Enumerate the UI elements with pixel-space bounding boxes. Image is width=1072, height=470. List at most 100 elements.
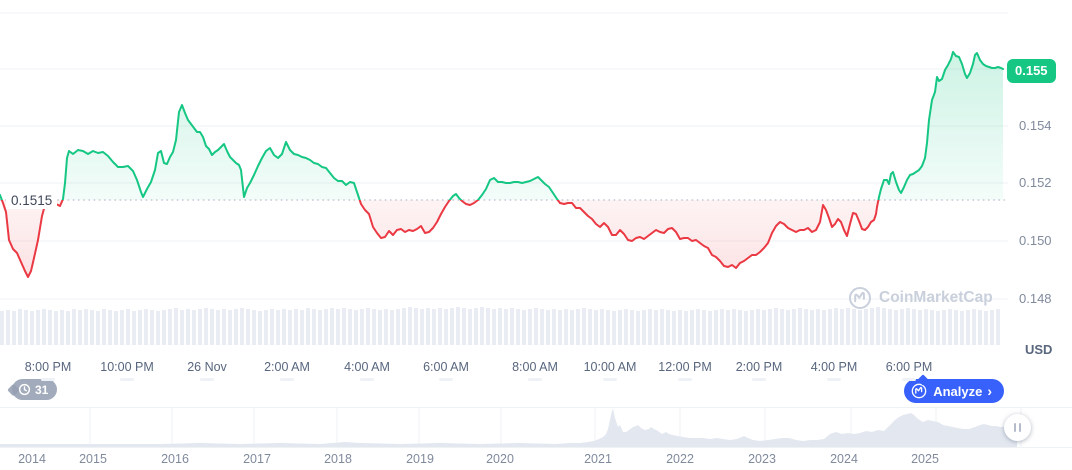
- y-axis-tick-0154: 0.154: [1019, 118, 1052, 133]
- volume-bar: [798, 308, 802, 345]
- x-axis-tick-dash: [528, 378, 542, 381]
- volume-bar: [516, 309, 520, 345]
- x-axis-tick-dash: [360, 378, 374, 381]
- x-axis-label-11: 6:00 PM: [885, 360, 933, 374]
- volume-bar: [408, 307, 412, 345]
- x-axis-tick-dash: [120, 378, 134, 381]
- timeline-brush[interactable]: [0, 407, 1072, 448]
- volume-bar: [66, 311, 70, 345]
- volume-bar: [312, 309, 316, 345]
- volume-bar: [126, 309, 130, 345]
- watermark-text: CoinMarketCap: [879, 289, 993, 306]
- volume-bar: [336, 309, 340, 345]
- volume-bar: [24, 310, 28, 345]
- volume-bar: [618, 310, 622, 345]
- volume-bar: [102, 309, 106, 345]
- volume-bar: [372, 309, 376, 345]
- volume-bar: [252, 310, 256, 345]
- volume-bar: [612, 311, 616, 345]
- volume-bar: [696, 309, 700, 345]
- timeline-year-6: 2020: [486, 452, 514, 466]
- volume-bar: [90, 310, 94, 345]
- volume-bar: [768, 309, 772, 345]
- price-line-green: [0, 51, 1004, 200]
- x-axis-label-0: 8:00 PM: [24, 360, 72, 374]
- volume-bar: [642, 310, 646, 345]
- volume-bar: [414, 308, 418, 345]
- volume-bar: [840, 309, 844, 345]
- volume-bar: [288, 310, 292, 345]
- volume-bar: [564, 309, 568, 345]
- volume-bar: [192, 310, 196, 345]
- volume-bar: [570, 310, 574, 345]
- volume-bar: [942, 310, 946, 345]
- volume-bar: [330, 308, 334, 345]
- volume-bar: [660, 309, 664, 345]
- volume-bar: [492, 309, 496, 345]
- x-axis-tick-dash: [439, 378, 453, 381]
- volume-bar: [156, 311, 160, 345]
- volume-bar: [72, 309, 76, 345]
- volume-bar: [876, 307, 880, 345]
- volume-bar: [384, 309, 388, 345]
- analyze-button[interactable]: Analyze ›: [904, 379, 1004, 403]
- timeline-range-handle[interactable]: [1004, 414, 1031, 441]
- volume-bar: [810, 310, 814, 345]
- volume-bar: [540, 309, 544, 345]
- volume-bar: [162, 310, 166, 345]
- volume-bar: [576, 309, 580, 345]
- volume-bar: [600, 309, 604, 345]
- volume-bar: [168, 309, 172, 345]
- timeline-year-8: 2022: [666, 452, 694, 466]
- volume-bar: [606, 310, 610, 345]
- volume-bar: [138, 310, 142, 345]
- volume-bar: [234, 309, 238, 345]
- volume-bar: [888, 309, 892, 345]
- volume-bar: [960, 311, 964, 345]
- price-chart-canvas[interactable]: [0, 0, 1072, 347]
- volume-bar: [990, 310, 994, 345]
- volume-bar: [18, 309, 22, 345]
- timeline-year-9: 2023: [748, 452, 776, 466]
- volume-bar: [762, 310, 766, 345]
- handle-grip-bar: [1019, 423, 1021, 432]
- volume-bar: [672, 311, 676, 345]
- history-count-badge[interactable]: 31: [12, 379, 58, 400]
- volume-bar: [738, 310, 742, 345]
- volume-bar: [186, 309, 190, 345]
- volume-bar: [714, 310, 718, 345]
- coinmarketcap-logo-icon: [849, 287, 871, 309]
- timeline-year-0: 2014: [18, 452, 46, 466]
- volume-bar: [954, 310, 958, 345]
- x-axis-label-10: 4:00 PM: [810, 360, 858, 374]
- volume-bar: [510, 308, 514, 345]
- volume-bar: [264, 310, 268, 345]
- volume-bar: [666, 310, 670, 345]
- baseline-price-label: 0.1515: [6, 192, 58, 209]
- volume-bar: [984, 311, 988, 345]
- volume-bar: [306, 308, 310, 345]
- volume-bar: [60, 310, 64, 345]
- volume-bar: [708, 311, 712, 345]
- volume-bar: [426, 308, 430, 345]
- volume-bar: [594, 310, 598, 345]
- timeline-year-2: 2016: [161, 452, 189, 466]
- timeline-history-area: [0, 408, 1017, 447]
- volume-bar: [948, 309, 952, 345]
- volume-bar: [924, 309, 928, 345]
- volume-bar: [240, 308, 244, 345]
- volume-bar: [36, 310, 40, 345]
- volume-bar: [390, 310, 394, 345]
- volume-bar: [210, 309, 214, 345]
- volume-bar: [396, 309, 400, 345]
- volume-bar: [318, 310, 322, 345]
- volume-bar: [852, 309, 856, 345]
- y-axis-tick-0150: 0.150: [1019, 233, 1052, 248]
- volume-bar: [786, 310, 790, 345]
- volume-bar: [702, 310, 706, 345]
- coinmarketcap-mark-icon: [911, 383, 927, 399]
- x-axis-tick-dash: [603, 378, 617, 381]
- price-area-below-baseline: [0, 200, 1003, 277]
- x-axis-label-6: 8:00 AM: [512, 360, 558, 374]
